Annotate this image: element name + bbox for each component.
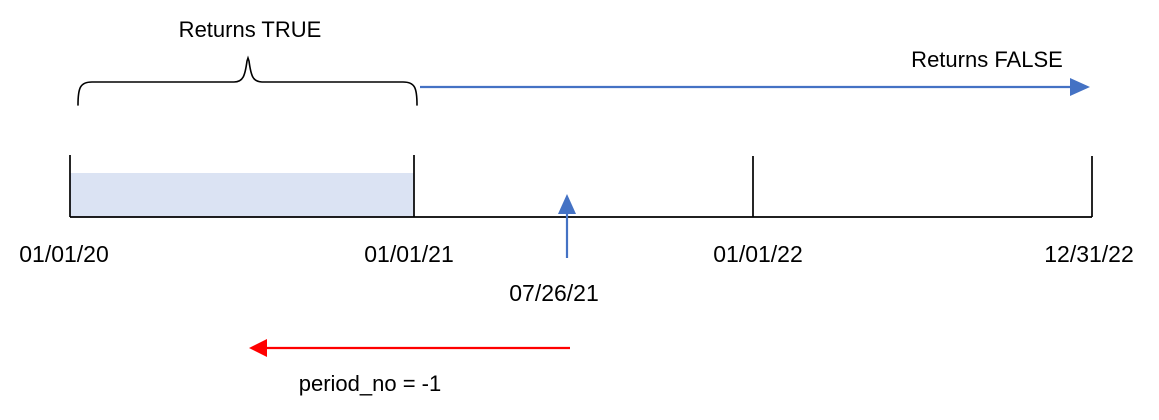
evaluation-date-label: 07/26/21	[509, 280, 599, 306]
tick-label-12-31-22: 12/31/22	[1044, 241, 1134, 267]
right-arrow-icon	[1070, 78, 1090, 96]
left-arrow-icon	[249, 339, 267, 357]
tick-label-01-01-21: 01/01/21	[364, 241, 454, 267]
true-range-highlight	[70, 173, 414, 217]
tick-label-01-01-22: 01/01/22	[713, 241, 803, 267]
up-arrow-icon	[558, 194, 576, 214]
returns-true-label: Returns TRUE	[178, 17, 322, 42]
tick-label-01-01-20: 01/01/20	[19, 241, 109, 267]
period-no-label: period_no = -1	[298, 371, 442, 396]
brace-icon	[77, 55, 418, 106]
returns-false-label: Returns FALSE	[911, 47, 1063, 72]
